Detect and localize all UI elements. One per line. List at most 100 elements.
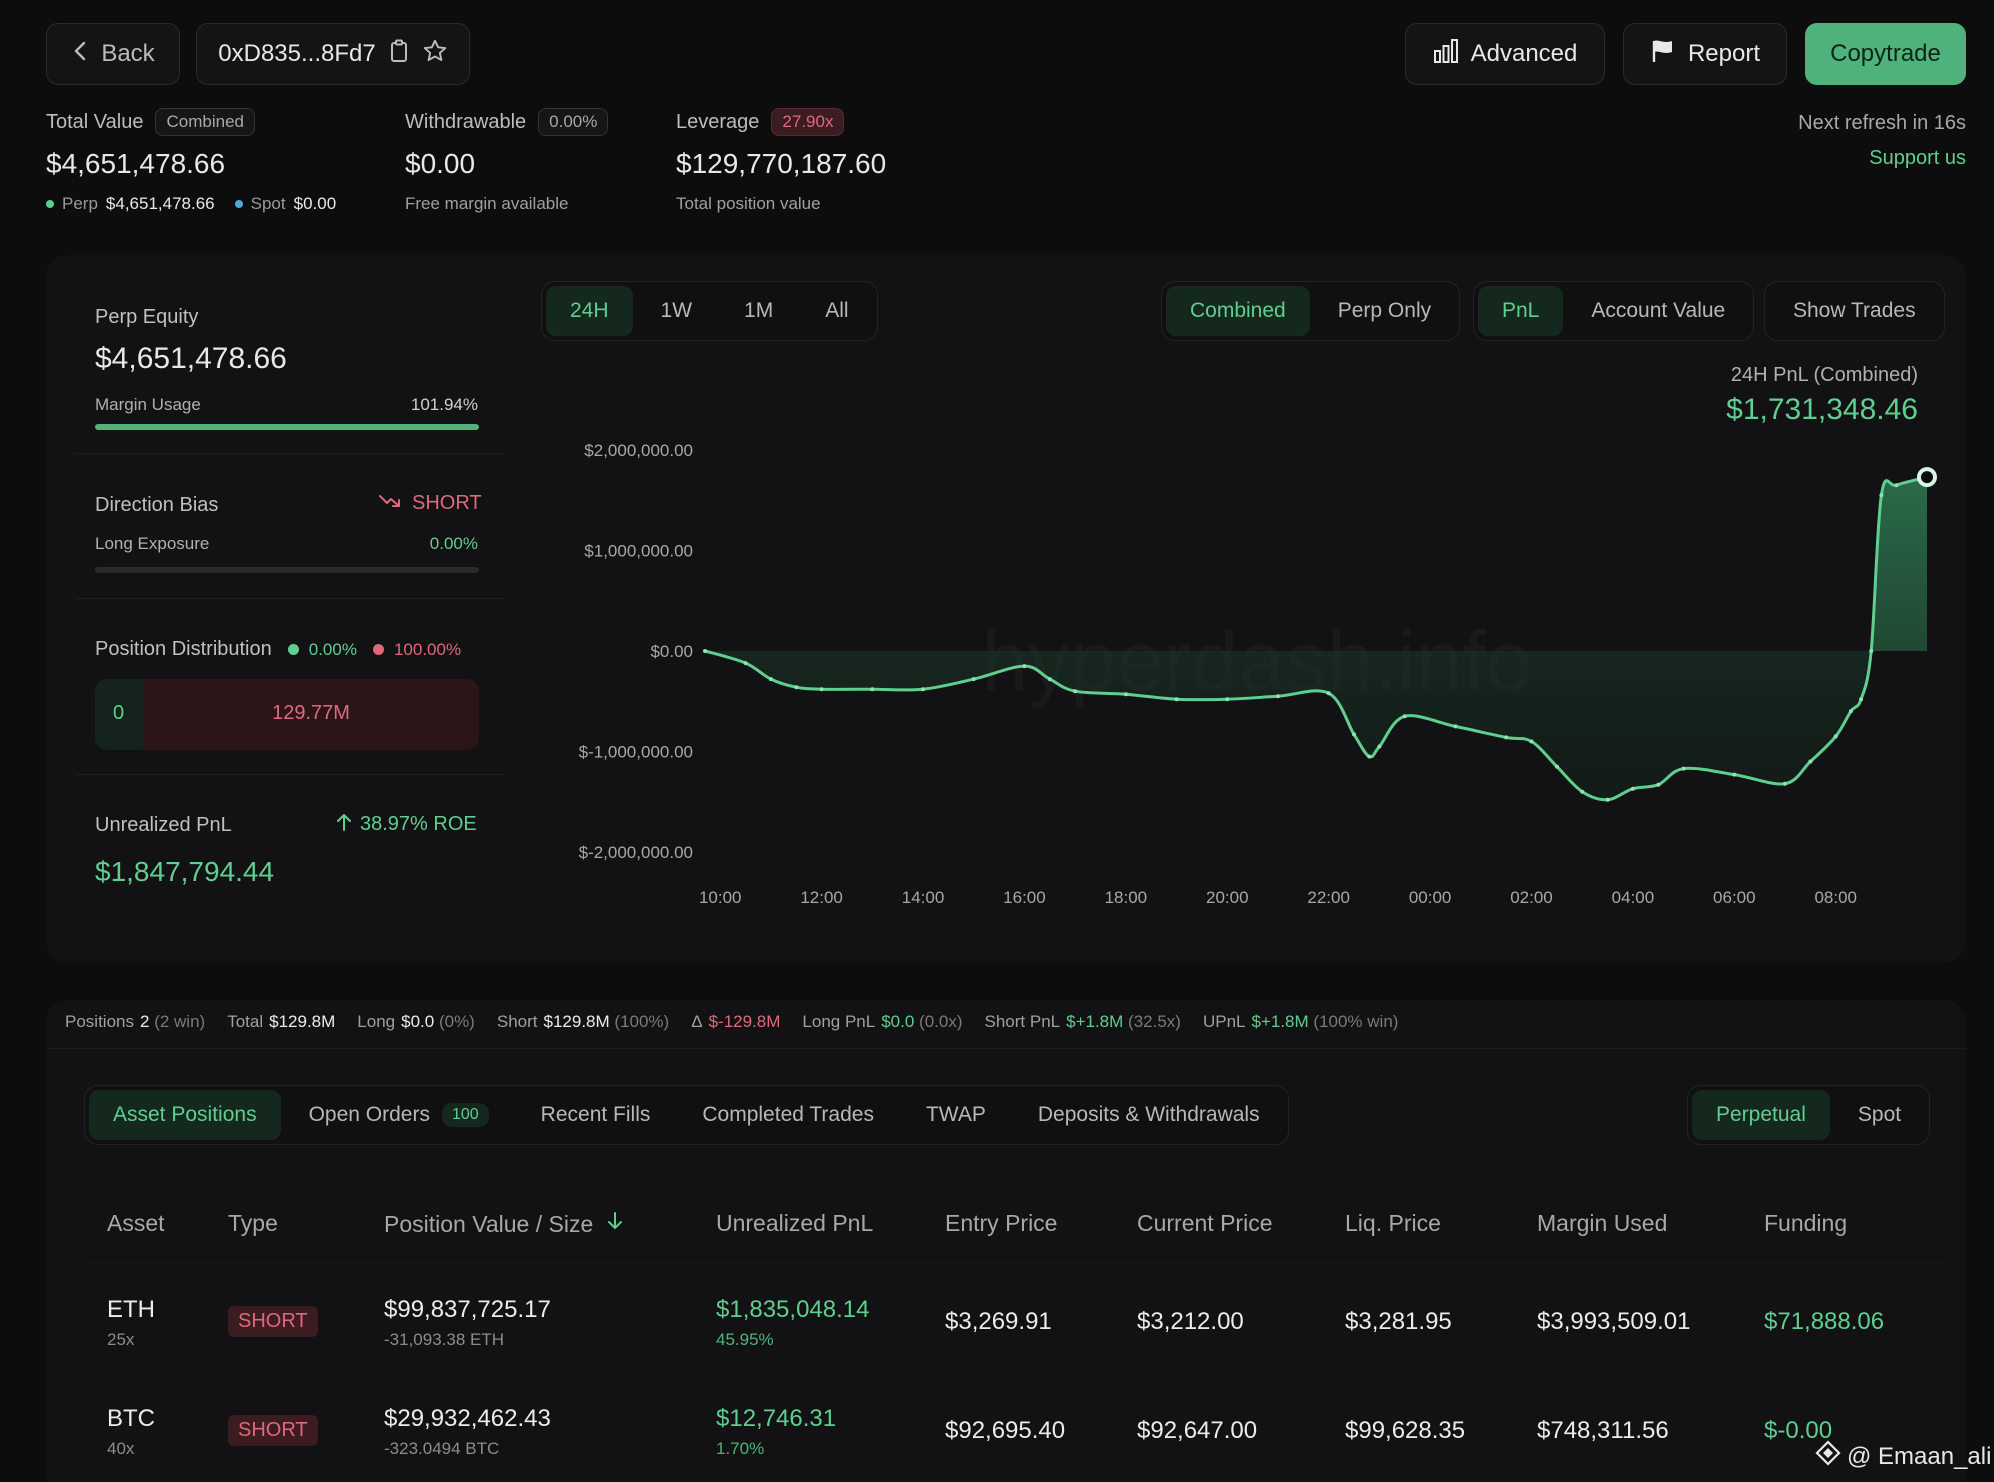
long-exposure-label: Long Exposure: [95, 534, 210, 553]
th-asset[interactable]: Asset: [107, 1210, 165, 1236]
range-1w[interactable]: 1W: [660, 299, 693, 322]
th-margin-used[interactable]: Margin Used: [1537, 1210, 1668, 1236]
tab-open-orders[interactable]: Open Orders 100: [285, 1090, 513, 1140]
positions-panel: [46, 1000, 1966, 1482]
pnl-point: [1022, 664, 1027, 669]
dist-long-pct: 0.00%: [308, 639, 357, 659]
tab-completed-trades[interactable]: Completed Trades: [702, 1103, 874, 1126]
market-perpetual[interactable]: Perpetual: [1692, 1090, 1830, 1140]
pnl-points: [703, 483, 1899, 802]
x-tick-label: 20:00: [1206, 888, 1249, 907]
th-funding[interactable]: Funding: [1764, 1210, 1848, 1236]
total-value-label: Total Value: [46, 110, 144, 133]
pnl-point: [1894, 483, 1899, 488]
tab-open-orders-label: Open Orders: [308, 1103, 430, 1126]
row-leverage: 25x: [107, 1330, 135, 1349]
upnl-roe-row: 38.97% ROE: [336, 812, 477, 837]
report-button[interactable]: Report: [1623, 23, 1787, 85]
mode-combined[interactable]: Combined: [1166, 286, 1310, 336]
pnl-point: [1174, 697, 1179, 702]
clipboard-icon[interactable]: [390, 39, 408, 70]
copytrade-label: Copytrade: [1830, 40, 1941, 67]
tab-deposits-withdrawals[interactable]: Deposits & Withdrawals: [1037, 1103, 1260, 1126]
th-position-value[interactable]: Position Value / Size: [384, 1210, 623, 1238]
row-leverage: 40x: [107, 1439, 135, 1458]
show-trades-toggle[interactable]: Show Trades: [1764, 281, 1945, 341]
row-position-value: $99,837,725.17: [384, 1296, 551, 1323]
sum-positions: Positions 2 (2 win): [65, 1012, 206, 1031]
pnl-point: [971, 677, 976, 682]
perp-value: $4,651,478.66: [105, 194, 215, 213]
th-type[interactable]: Type: [228, 1210, 278, 1236]
sort-arrow-down-icon: [607, 1210, 623, 1238]
spot-dot-icon: [234, 200, 243, 208]
y-tick-label: $-1,000,000.00: [579, 743, 693, 762]
row-upnl-pct: 1.70%: [716, 1439, 765, 1458]
margin-usage-value: 101.94%: [410, 395, 478, 414]
copytrade-button[interactable]: Copytrade: [1805, 23, 1966, 85]
pnl-point: [1732, 772, 1737, 777]
refresh-text: Next refresh in 16s: [1798, 112, 1966, 134]
metric-pnl[interactable]: PnL: [1478, 286, 1564, 336]
row-asset: BTC: [107, 1405, 155, 1432]
star-icon[interactable]: [422, 38, 448, 71]
support-link[interactable]: Support us: [1869, 147, 1966, 169]
upnl-value: $1,847,794.44: [95, 856, 275, 887]
withdrawable-value: $0.00: [405, 148, 476, 179]
pnl-point: [794, 685, 799, 690]
pnl-point: [1580, 789, 1585, 794]
tab-recent-fills[interactable]: Recent Fills: [540, 1103, 651, 1126]
row-position-size: -31,093.38 ETH: [384, 1330, 505, 1349]
back-button[interactable]: Back: [46, 23, 180, 85]
x-tick-label: 00:00: [1409, 888, 1452, 907]
long-exposure-value: 0.00%: [429, 534, 478, 553]
pnl-point: [1529, 739, 1534, 744]
pnl-point: [1783, 781, 1787, 786]
pnl-point: [1869, 649, 1874, 653]
pnl-chart[interactable]: hyperdash.info $2,000,000.00$1,000,000.0…: [0, 0, 1994, 960]
pnl-point: [1352, 732, 1356, 737]
sum-short: Short $129.8M (100%): [496, 1012, 670, 1031]
range-24h[interactable]: 24H: [546, 286, 633, 336]
long-dot-icon: [287, 644, 299, 655]
address-box[interactable]: 0xD835...8Fd7: [196, 23, 470, 85]
pnl-current-point[interactable]: [1917, 467, 1937, 488]
range-all[interactable]: All: [825, 299, 849, 322]
row-upnl-pct: 45.95%: [716, 1330, 774, 1349]
sum-total: Total $129.8M: [227, 1012, 336, 1031]
row-position-size: -323.0494 BTC: [384, 1439, 500, 1458]
row-funding: $71,888.06: [1764, 1308, 1885, 1335]
advanced-label: Advanced: [1470, 40, 1578, 67]
withdrawable-tag: 0.00%: [538, 108, 609, 136]
spot-value: $0.00: [293, 194, 337, 213]
mode-perp-only[interactable]: Perp Only: [1337, 299, 1432, 322]
trend-down-icon: [378, 493, 402, 514]
pnl-point: [1367, 754, 1372, 759]
row-entry-price: $3,269.91: [945, 1308, 1052, 1335]
market-spot[interactable]: Spot: [1857, 1103, 1902, 1126]
pnl-area-negative: [705, 651, 1927, 800]
position-tabs: Asset Positions Open Orders 100 Recent F…: [84, 1085, 1289, 1145]
perp-dot-icon: [46, 200, 54, 208]
pnl-point: [1225, 697, 1230, 702]
row-type-badge: SHORT: [228, 1415, 318, 1446]
tab-twap[interactable]: TWAP: [925, 1103, 986, 1126]
tab-asset-positions[interactable]: Asset Positions: [89, 1090, 281, 1140]
diamond-logo-icon: [1815, 1440, 1841, 1473]
th-current-price[interactable]: Current Price: [1137, 1210, 1273, 1236]
metric-account-value[interactable]: Account Value: [1591, 299, 1726, 322]
th-unrealized-pnl[interactable]: Unrealized PnL: [716, 1210, 874, 1236]
range-1m[interactable]: 1M: [744, 299, 774, 322]
pnl-point: [1630, 786, 1635, 791]
pnl-point: [703, 649, 707, 653]
pnl-point: [1504, 735, 1509, 740]
row-margin-used: $748,311.56: [1537, 1417, 1669, 1444]
short-dot-icon: [372, 644, 384, 655]
chevron-left-icon: [71, 40, 89, 69]
row-funding: $-0.00: [1764, 1417, 1833, 1444]
advanced-button[interactable]: Advanced: [1405, 23, 1605, 85]
pnl-point: [1554, 764, 1559, 769]
th-liq-price[interactable]: Liq. Price: [1345, 1210, 1441, 1236]
th-entry-price[interactable]: Entry Price: [945, 1210, 1058, 1236]
margin-usage-label: Margin Usage: [95, 395, 201, 414]
